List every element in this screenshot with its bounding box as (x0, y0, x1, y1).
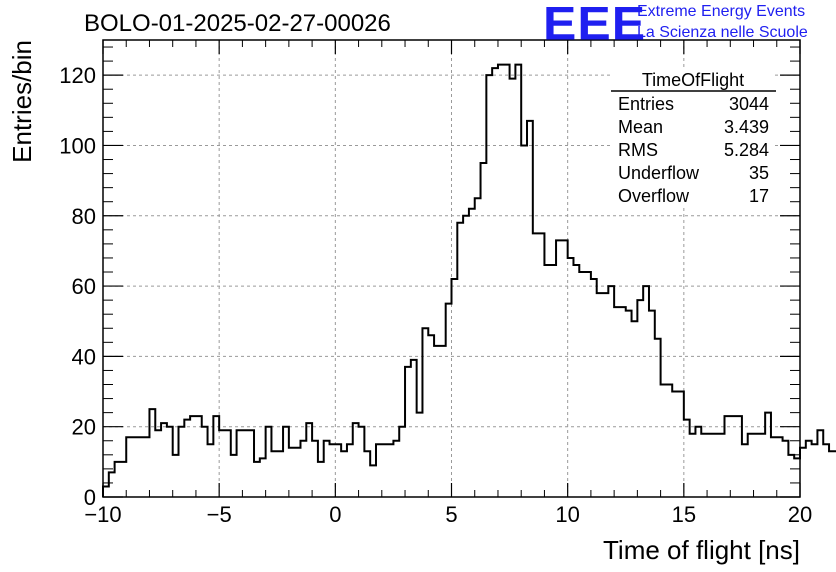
stats-row-value: 17 (749, 186, 769, 206)
stats-row-label: Underflow (618, 163, 700, 183)
y-tick-label: 0 (84, 485, 96, 510)
eee-logo: EEE (543, 0, 647, 51)
axis-ticks (102, 40, 801, 498)
stats-row-label: Entries (618, 94, 674, 114)
x-tick-label: −5 (207, 502, 232, 527)
y-tick-label: 80 (72, 204, 96, 229)
stats-row-value: 3044 (729, 94, 769, 114)
stats-row-value: 5.284 (724, 140, 769, 160)
x-tick-label: 20 (788, 502, 812, 527)
y-tick-label: 20 (72, 415, 96, 440)
histogram-series (102, 63, 836, 497)
x-axis-label: Time of flight [ns] (603, 535, 800, 565)
stats-row-label: Overflow (618, 186, 690, 206)
x-tick-label: −10 (84, 502, 121, 527)
x-tick-label: 5 (445, 502, 457, 527)
tick-labels: −10 −5 0 5 10 15 20 0 20 40 60 80 100 120 (59, 63, 812, 527)
stats-row-value: 35 (749, 163, 769, 183)
x-tick-label: 0 (329, 502, 341, 527)
run-title: BOLO-01-2025-02-27-00026 (84, 10, 391, 37)
stats-box-title: TimeOfFlight (642, 70, 744, 90)
stats-row-label: Mean (618, 117, 663, 137)
x-tick-label: 15 (672, 502, 696, 527)
logo-line-1: Extreme Energy Events (637, 3, 806, 20)
y-tick-label: 40 (72, 344, 96, 369)
logo-line-2: La Scienza nelle Scuole (637, 24, 808, 41)
stats-rows: Entries 3044 Mean 3.439 RMS 5.284 Underflow 35 O… (618, 94, 769, 206)
y-axis-label: Entries/bin (7, 40, 37, 163)
stats-box: TimeOfFlight Entries 3044 Mean 3.439 RMS 5.28… (611, 68, 776, 208)
stats-row-value: 3.439 (724, 117, 769, 137)
y-tick-label: 120 (59, 63, 96, 88)
stats-row-label: RMS (618, 140, 658, 160)
x-tick-label: 10 (555, 502, 579, 527)
y-tick-label: 100 (59, 133, 96, 158)
y-tick-label: 60 (72, 274, 96, 299)
